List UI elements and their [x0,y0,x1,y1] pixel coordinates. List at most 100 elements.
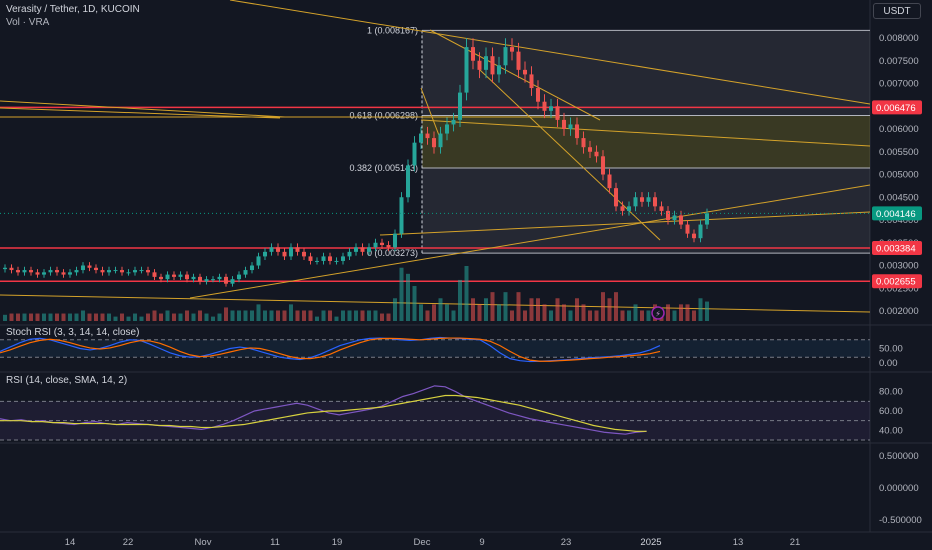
volume-bar [516,292,521,321]
candle [308,256,313,261]
volume-bar [471,298,475,321]
rsi-tick-label: 60.00 [879,406,903,417]
price-tick-label: 0.006000 [879,124,919,135]
volume-bar [373,310,378,321]
volume-bar [16,313,20,321]
volume-bar [146,313,150,321]
volume-bar [451,310,456,321]
candle [627,206,631,211]
candle [224,276,228,284]
volume-bar [640,310,644,321]
candle [399,197,404,234]
volume-bar [211,316,215,321]
candle [315,260,319,262]
candle [100,270,105,273]
price-tick-label: 0.004500 [879,192,919,203]
candle [113,270,118,272]
trend-line [420,87,441,139]
volume-bar [562,304,566,321]
volume-bar [230,310,235,321]
candle [237,274,241,280]
volume-bar [107,313,111,321]
candle [620,206,625,211]
candle [328,256,332,261]
candle [679,215,683,225]
volume-bar [601,292,605,321]
volume-bar [490,292,495,321]
price-badge [872,274,922,289]
candle [354,247,358,252]
volume-bar [549,310,553,321]
volume-bar [575,298,579,321]
candle [477,60,482,70]
fib-zone-upper [422,30,870,116]
candle [523,69,527,75]
volume-bar [555,298,560,321]
candle [510,47,514,52]
volume-bar [529,298,534,321]
candle [386,245,391,248]
candle [61,272,66,275]
price-badge [872,206,922,221]
volume-bar [614,292,618,321]
extra-tick-label: -0.500000 [879,515,922,526]
candle [503,47,508,66]
candle [458,92,462,120]
time-tick-label: 23 [561,537,572,548]
extra-tick-label: 0.500000 [879,451,919,462]
candle [230,279,235,284]
volume-bar [35,313,40,321]
volume-bar [68,313,72,321]
candle [16,270,20,273]
volume-bar [308,310,313,321]
candle [490,56,495,75]
candle [692,233,696,239]
candle [9,267,14,271]
volume-bar [302,310,306,321]
rsi-series-line [0,394,647,432]
fib-level-label: 0 (0.003273) [367,248,418,258]
volume-bar [217,313,222,321]
candle [243,270,248,275]
trend-line [229,0,871,105]
candle [588,147,592,152]
volume-bar [198,310,202,321]
candle [126,272,131,274]
candle [178,274,183,277]
candle [685,224,690,234]
price-tick-label: 0.002500 [879,283,919,294]
volume-bar [74,313,79,321]
candle [295,247,300,252]
volume-bar [165,310,170,321]
candle [250,265,254,271]
time-tick-label: 14 [65,537,76,548]
volume-bar [87,313,92,321]
currency-unit-button[interactable]: USDT [873,3,921,19]
candle [672,215,677,220]
volume-bar [172,313,176,321]
volume-bar [328,310,332,321]
chart-title: Verasity / Tether, 1D, KUCOIN [6,4,140,15]
candle [347,251,352,257]
volume-bar [464,266,469,321]
candle [74,270,79,273]
volume-bar [367,310,371,321]
candle [601,156,605,175]
candle [68,272,72,275]
candle [269,247,274,252]
volume-bar [81,310,85,321]
candle [204,279,209,282]
volume-bar [510,310,514,321]
candle [646,197,651,202]
volume-bar [276,310,280,321]
volume-bar [152,310,157,321]
candle [471,47,475,61]
volume-bar [61,313,66,321]
candle [659,206,664,211]
candle [464,47,469,93]
price-tick-label: 0.005500 [879,147,919,158]
price-tick-label: 0.007000 [879,79,919,90]
candle [451,119,456,125]
time-tick-label: 21 [790,537,801,548]
